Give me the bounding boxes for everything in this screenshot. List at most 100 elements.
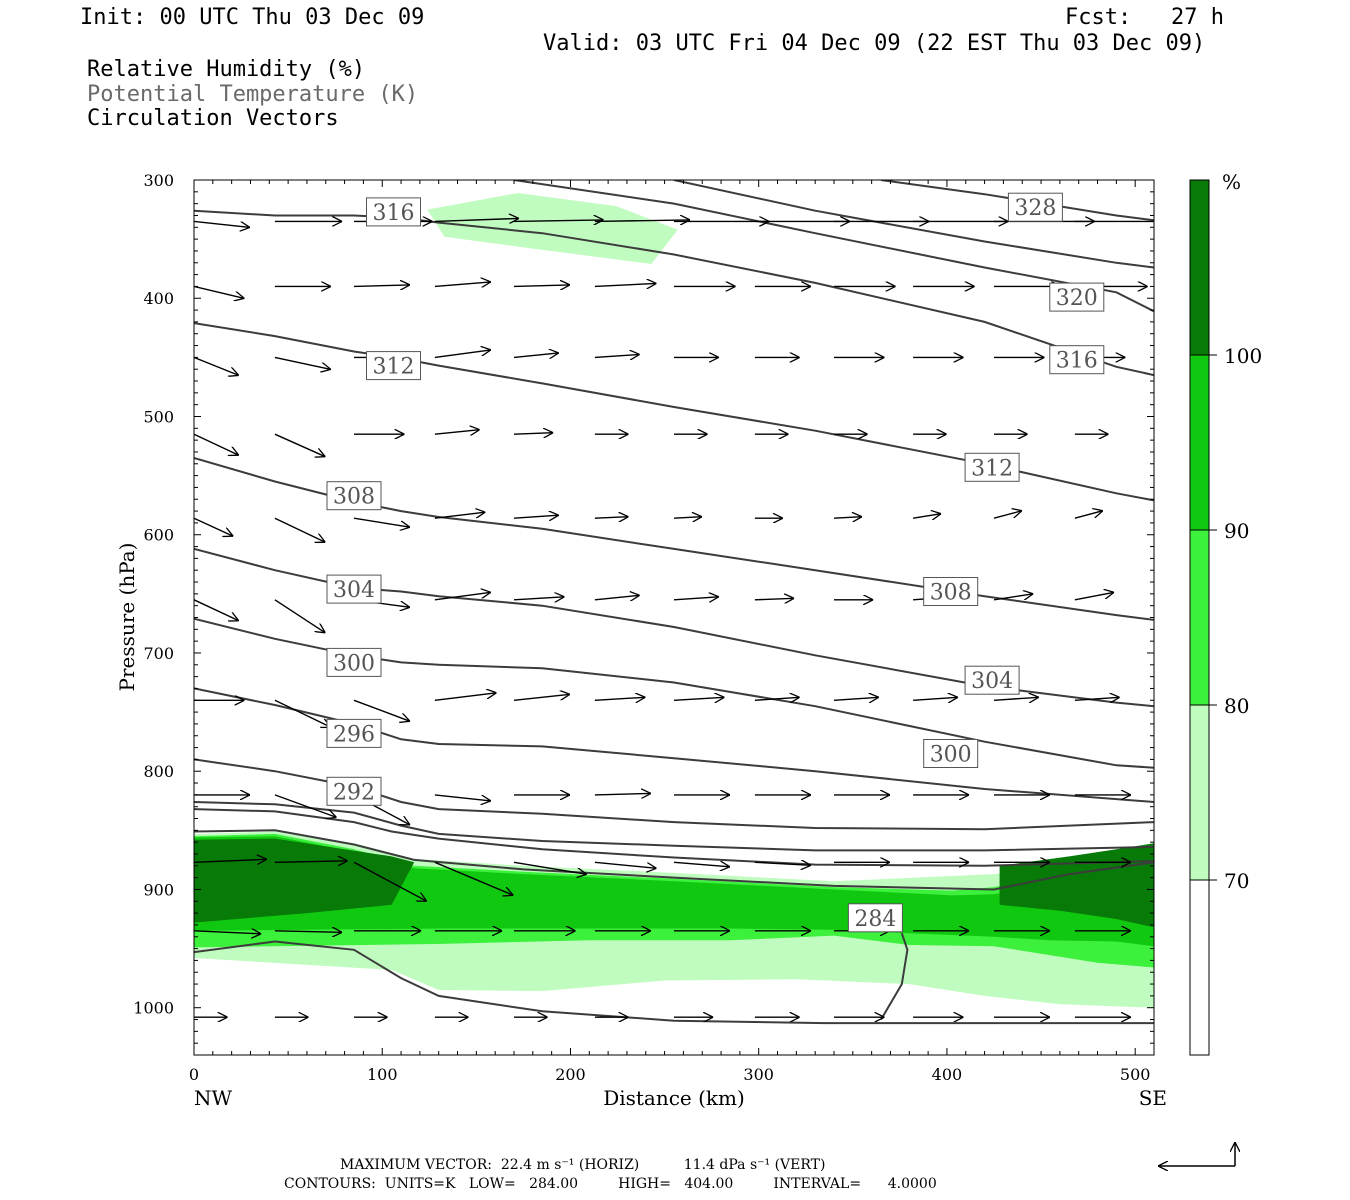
circulation-vector — [513, 220, 604, 222]
contour-label-box — [366, 351, 421, 381]
x-end-label-se: SE — [1139, 1086, 1167, 1110]
circulation-vector — [194, 356, 239, 375]
rh-fill-90 — [194, 836, 1154, 947]
circulation-vector — [194, 859, 267, 862]
circulation-vector — [594, 220, 690, 222]
colorbar-label: 90 — [1224, 519, 1249, 543]
reference-vector — [1158, 1142, 1235, 1166]
colorbar-frame — [1189, 179, 1210, 1056]
contour-label-box — [964, 665, 1020, 695]
circulation-vector — [513, 694, 570, 701]
rh-fill-70 — [427, 193, 678, 264]
circulation-vector — [993, 511, 1022, 519]
circulation-vector — [673, 697, 724, 700]
circulation-vector — [513, 861, 587, 874]
circulation-vector — [513, 515, 559, 518]
circulation-vector — [274, 599, 325, 633]
contour-label: 308 — [930, 581, 972, 606]
colorbar-unit: % — [1222, 170, 1241, 194]
contour-label: 312 — [373, 355, 415, 380]
colorbar-segment — [1190, 530, 1209, 705]
circulation-vector — [513, 433, 553, 435]
y-tick-label: 300 — [143, 171, 174, 190]
theta-contour-292 — [194, 758, 1154, 831]
circulation-vector — [673, 517, 702, 519]
max-vector-note: MAXIMUM VECTOR: 22.4 m s⁻¹ (HORIZ) 11.4 … — [340, 1157, 826, 1173]
contour-label-box — [923, 739, 979, 768]
contour-label: 320 — [1056, 286, 1098, 311]
theta-contour-284 — [194, 940, 1154, 1025]
circulation-vector — [434, 861, 513, 895]
contour-label: 304 — [971, 669, 1013, 694]
colorbar-segment — [1190, 180, 1209, 355]
circulation-vector — [913, 697, 958, 700]
theta-contour-296 — [194, 687, 1154, 803]
circulation-vector — [274, 356, 331, 369]
field-theta: Potential Temperature (K) — [87, 82, 419, 107]
circulation-vector — [194, 517, 233, 536]
x-tick-label: 100 — [367, 1065, 398, 1084]
circulation-vector — [594, 354, 640, 357]
theta-contour-316 — [194, 209, 1154, 377]
theta-contour — [673, 180, 1154, 269]
circulation-vector — [274, 861, 348, 863]
circulation-vector — [194, 285, 244, 298]
contour-label-box — [847, 903, 903, 933]
y-tick-label: 800 — [143, 762, 174, 781]
x-axis-label: Distance (km) — [603, 1086, 745, 1110]
theta-contour — [194, 801, 1154, 852]
contour-label-box — [923, 577, 979, 606]
circulation-vector — [194, 433, 239, 455]
circulation-vector — [1074, 511, 1103, 519]
valid-time: Valid: 03 UTC Fri 04 Dec 09 (22 EST Thu … — [543, 31, 1206, 56]
circulation-vector — [353, 861, 427, 901]
circulation-vector — [434, 794, 491, 801]
contour-label-box — [1049, 345, 1105, 375]
circulation-vector — [594, 283, 657, 286]
forecast-hour: Fcst: 27 h — [1065, 5, 1224, 30]
y-tick-label: 1000 — [133, 999, 174, 1018]
circulation-vector — [754, 598, 794, 600]
circulation-vector — [353, 285, 410, 287]
circulation-vector — [274, 517, 325, 542]
colorbar-label: 70 — [1224, 869, 1249, 893]
circulation-vector — [833, 517, 862, 519]
circulation-vector — [513, 285, 570, 287]
colorbar-segment — [1190, 705, 1209, 880]
contour-label-box — [326, 574, 382, 604]
field-vectors: Circulation Vectors — [87, 106, 339, 131]
x-tick-label: 0 — [189, 1065, 199, 1084]
circulation-vector — [434, 350, 491, 359]
contour-label-box — [1049, 282, 1105, 312]
contour-label-box — [964, 452, 1020, 482]
y-tick-label: 600 — [143, 526, 174, 545]
init-time: Init: 00 UTC Thu 03 Dec 09 — [80, 5, 425, 30]
circulation-vector — [353, 699, 410, 721]
circulation-vector — [833, 697, 879, 700]
colorbar-segment — [1190, 880, 1209, 1055]
circulation-vector — [594, 861, 657, 868]
contour-label-box — [326, 647, 382, 677]
circulation-vector — [912, 514, 941, 519]
circulation-vector — [434, 512, 485, 519]
circulation-vector — [274, 931, 342, 933]
circulation-vector — [274, 433, 325, 457]
contour-label-box — [366, 197, 421, 227]
circulation-vector — [594, 517, 629, 519]
contour-label: 300 — [930, 743, 972, 768]
x-tick-label: 400 — [932, 1065, 963, 1084]
circulation-vector — [434, 592, 491, 601]
x-tick-label: 200 — [555, 1065, 586, 1084]
circulation-vector — [274, 794, 337, 818]
circulation-vector — [594, 793, 651, 795]
circulation-vector — [594, 697, 645, 700]
contour-label: 304 — [333, 578, 375, 603]
circulation-vector — [993, 594, 1033, 601]
contour-label-box — [1007, 192, 1063, 222]
y-tick-label: 900 — [143, 880, 174, 899]
theta-contour-320 — [513, 180, 1154, 313]
circulation-vector — [673, 862, 730, 867]
y-tick-label: 700 — [143, 644, 174, 663]
circulation-vector — [1074, 697, 1120, 700]
colorbar-label: 100 — [1224, 344, 1262, 368]
